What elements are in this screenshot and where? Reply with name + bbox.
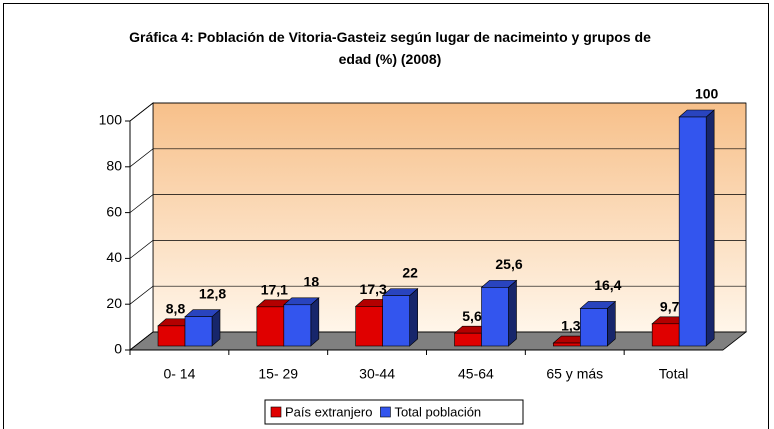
side-wall	[129, 102, 154, 351]
legend-label: País extranjero	[285, 404, 372, 419]
value-label: 18	[304, 273, 320, 289]
grid-line	[129, 331, 746, 351]
bar	[454, 332, 482, 347]
bar	[651, 323, 680, 347]
value-label: 12,8	[199, 285, 226, 301]
bar	[553, 342, 581, 347]
x-tick-label: Total	[659, 366, 689, 382]
bar-side	[705, 109, 715, 347]
bar	[283, 304, 312, 347]
value-label: 22	[402, 264, 418, 280]
bar	[157, 325, 186, 347]
bar	[481, 287, 509, 347]
value-label: 16,4	[594, 277, 621, 293]
grid-line	[129, 194, 746, 213]
legend-label: Total población	[394, 404, 481, 419]
bar-side	[310, 297, 320, 347]
bar	[256, 306, 285, 347]
x-tick-label: 0- 14	[163, 366, 195, 382]
legend-swatch	[270, 406, 282, 418]
x-tick-label: 15- 29	[258, 366, 298, 382]
value-label: 5,6	[462, 308, 482, 324]
value-label: 100	[695, 86, 719, 102]
value-label: 9,7	[660, 298, 680, 314]
bar	[184, 316, 213, 347]
y-tick-label: 20	[106, 295, 122, 311]
bar	[580, 308, 608, 347]
y-tick-label: 100	[99, 112, 123, 128]
grid-line	[129, 148, 746, 168]
x-tick-label: 65 y más	[546, 366, 603, 382]
bar-side	[508, 279, 517, 347]
legend-swatch	[380, 406, 391, 418]
grid-line	[129, 285, 746, 305]
value-label: 1,3	[561, 318, 581, 334]
value-label: 25,6	[495, 256, 522, 272]
x-tick-label: 30-44	[359, 366, 395, 382]
legend-box	[264, 399, 524, 425]
chart-title: Gráfica 4: Población de Vitoria-Gasteiz …	[129, 29, 651, 67]
value-label: 8,8	[166, 301, 186, 317]
bar	[382, 295, 410, 347]
grid-line	[129, 102, 746, 122]
bar-side	[409, 287, 418, 347]
grid-line	[129, 240, 746, 259]
value-label: 17,1	[261, 282, 288, 298]
x-tick-label: 45-64	[458, 366, 494, 382]
y-tick-label: 80	[106, 158, 122, 174]
chart-frame	[3, 3, 769, 429]
y-tick-label: 60	[106, 203, 122, 219]
y-tick-label: 40	[106, 249, 122, 265]
bar	[355, 306, 383, 347]
bar	[678, 116, 707, 347]
y-tick-label: 0	[114, 341, 122, 357]
value-label: 17,3	[360, 281, 387, 297]
bar-side	[607, 300, 616, 347]
back-wall	[152, 102, 747, 333]
